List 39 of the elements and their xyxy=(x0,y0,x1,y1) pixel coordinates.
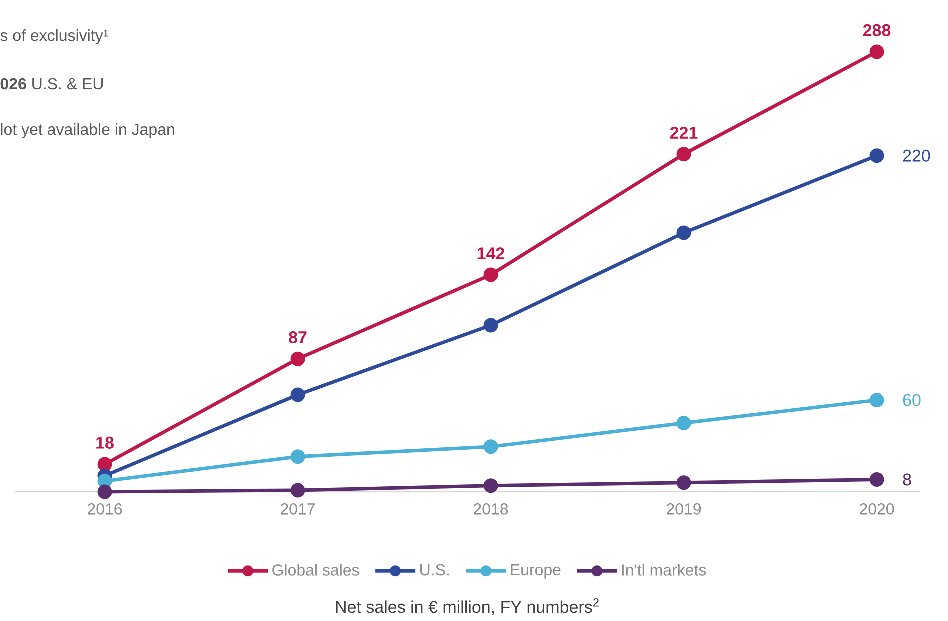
point xyxy=(484,478,498,494)
x-tick-label: 2017 xyxy=(281,504,315,515)
x-tick-label: 2020 xyxy=(860,504,894,515)
data-label: 8 xyxy=(903,474,912,486)
point xyxy=(676,147,692,162)
annotation: 026 U.S. & EU xyxy=(0,78,104,90)
point xyxy=(484,268,498,282)
point xyxy=(290,483,306,498)
point xyxy=(290,352,306,366)
x-tick-label: 2019 xyxy=(667,504,702,515)
point xyxy=(676,416,692,430)
legend-label: Global sales xyxy=(272,564,360,576)
point xyxy=(870,472,884,488)
x-tick-label: 2018 xyxy=(474,504,508,515)
legend-label: Europe xyxy=(511,564,561,579)
data-label: 18 xyxy=(96,436,114,449)
point xyxy=(98,484,112,500)
x-axis-title: Net sales in € million, FY numbers$^{2}$ xyxy=(336,598,599,616)
data-label: 60 xyxy=(903,394,921,406)
legend-label: U.S. xyxy=(420,564,449,576)
x-tick-label: 2016 xyxy=(88,504,122,515)
point xyxy=(870,44,884,60)
point xyxy=(290,450,306,464)
point xyxy=(484,318,498,333)
text: s of exclusivity¹ xyxy=(0,30,108,44)
point xyxy=(676,476,692,490)
data-label: 142 xyxy=(478,248,505,260)
data-label: 87 xyxy=(289,331,307,344)
data-label: 288 xyxy=(863,24,891,36)
point xyxy=(870,393,884,408)
point xyxy=(870,148,884,164)
point xyxy=(98,457,112,472)
point xyxy=(290,388,306,402)
legend-label: In'tl markets xyxy=(622,564,706,576)
point xyxy=(676,226,692,240)
point xyxy=(484,440,498,454)
annotation: lot yet available in Japan xyxy=(1,124,174,138)
data-label: 221 xyxy=(670,126,698,139)
data-label: 220 xyxy=(903,150,930,162)
